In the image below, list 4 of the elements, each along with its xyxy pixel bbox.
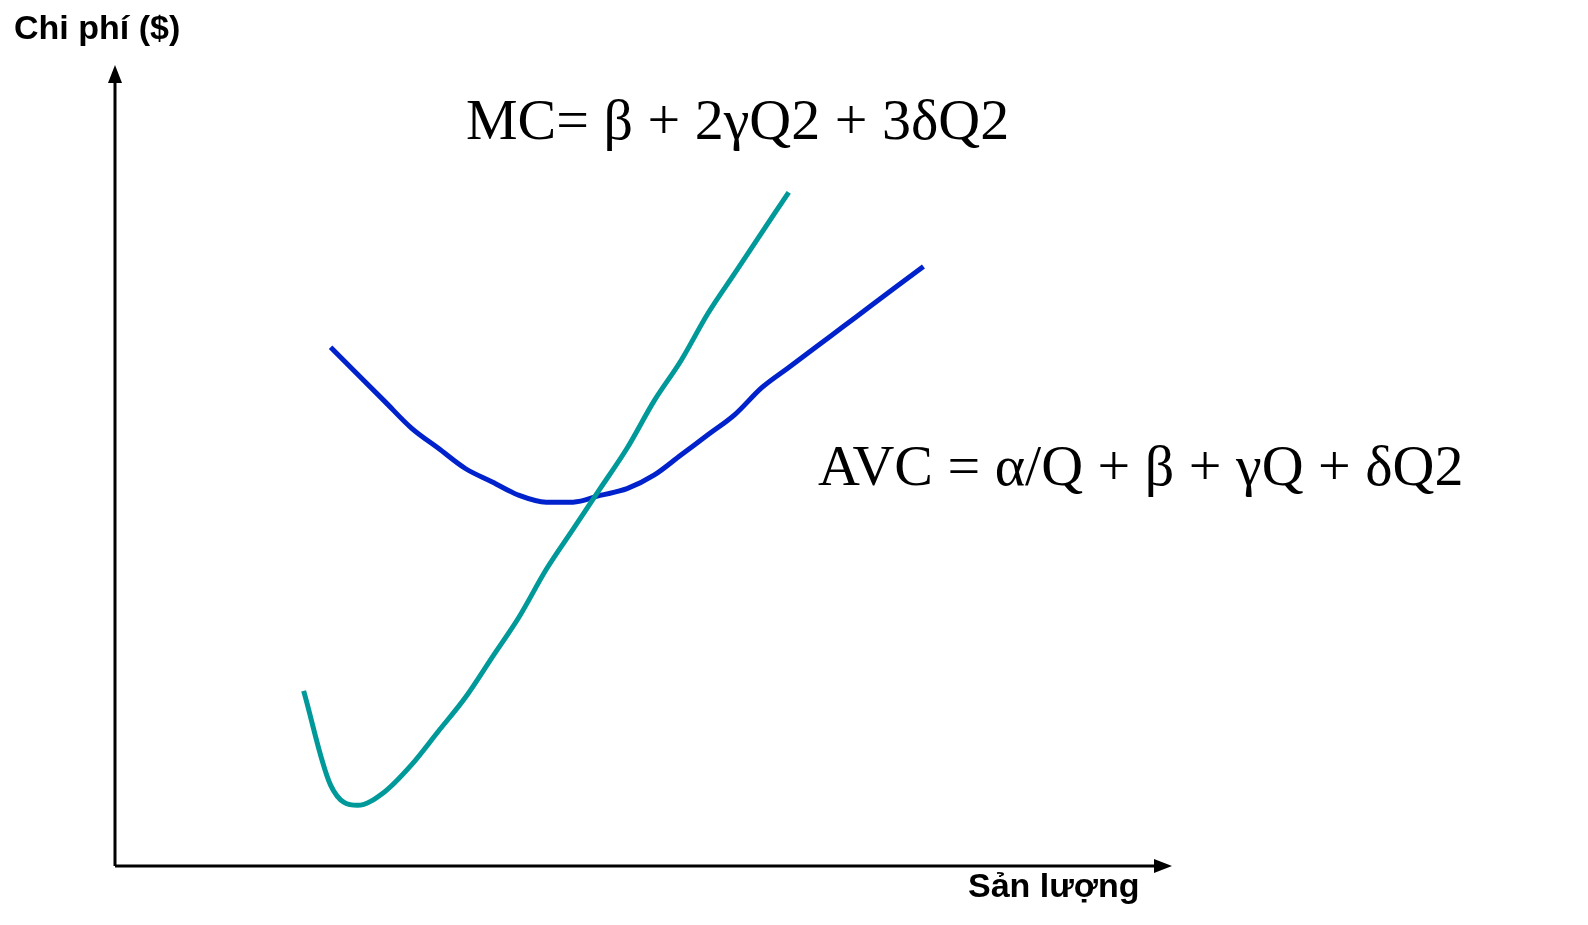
y-axis-title: Chi phí ($): [14, 8, 181, 47]
text: MC= β + 2γQ2 + 3δQ2: [466, 86, 1010, 153]
x-axis-title: Sản lượng: [968, 866, 1140, 905]
annotation: AVC = α/Q + β + γQ + δQ2: [818, 432, 1464, 499]
